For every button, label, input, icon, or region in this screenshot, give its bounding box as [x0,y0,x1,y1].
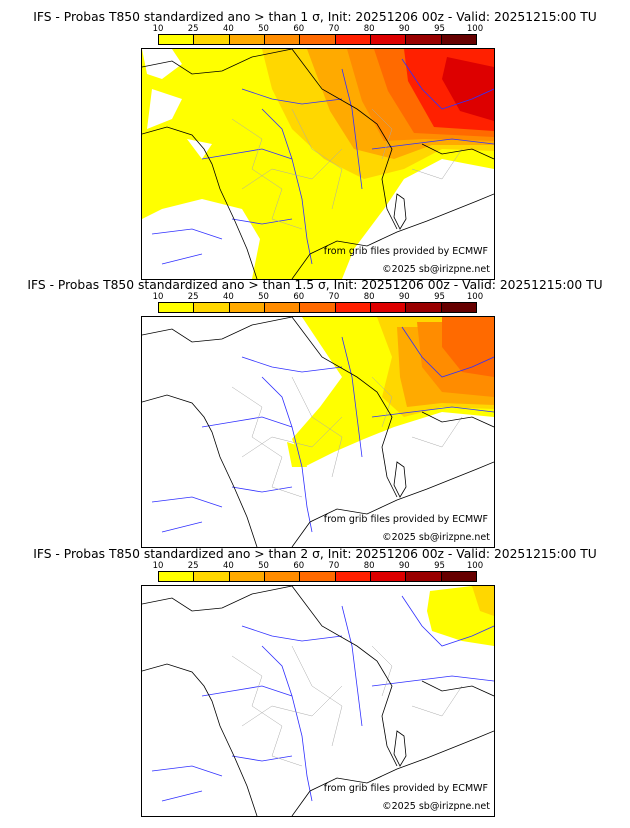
colorbar-swatch [229,572,265,581]
colorbar-swatch [406,303,442,312]
tick: 10 [152,24,164,34]
colorbar-swatch [406,572,442,581]
tick: 80 [363,24,375,34]
tick: 25 [187,561,199,571]
colorbar [158,571,477,582]
colorbar-swatch [300,303,336,312]
tick: 95 [434,561,445,571]
colorbar-swatch [159,35,195,44]
tick: 40 [222,561,234,571]
colorbar-swatch [264,572,301,581]
colorbar-swatch [441,35,476,44]
tick: 70 [328,24,340,34]
colorbar-swatch [194,303,230,312]
colorbar-swatch [194,35,230,44]
tick: 50 [258,292,269,302]
colorbar-swatch [441,572,476,581]
colorbar-swatch [335,303,371,312]
tick: 100 [466,561,484,571]
colorbar-swatch [194,572,230,581]
colorbar-swatch [159,572,195,581]
probability-map: from grib files provided by ECMWF ©2025 … [141,585,495,817]
colorbar-swatch [335,35,371,44]
source-credit: from grib files provided by ECMWF [323,514,488,525]
colorbar-swatch [370,303,407,312]
colorbar-swatch [159,303,195,312]
map-panel-1-5sigma: IFS - Probas T850 standardized ano > tha… [0,268,630,548]
colorbar [158,302,477,313]
panel-title: IFS - Probas T850 standardized ano > tha… [27,278,603,292]
tick: 10 [152,292,164,302]
colorbar-swatch [406,35,442,44]
tick: 100 [466,292,484,302]
colorbar-swatch [229,303,265,312]
probability-map: from grib files provided by ECMWF ©2025 … [141,48,495,280]
map-panel-2sigma: IFS - Probas T850 standardized ano > tha… [0,537,630,817]
tick: 50 [258,24,269,34]
tick: 70 [328,561,340,571]
source-credit: from grib files provided by ECMWF [323,246,488,257]
tick: 100 [466,24,484,34]
tick: 60 [293,561,305,571]
tick: 95 [434,292,445,302]
probability-map: from grib files provided by ECMWF ©2025 … [141,316,495,548]
colorbar-ticks: 10 25 40 50 60 70 80 90 95 100 [153,24,484,34]
tick: 25 [187,24,199,34]
tick: 60 [293,24,305,34]
colorbar-swatch [335,572,371,581]
colorbar [158,34,477,45]
tick: 90 [398,292,410,302]
panel-title: IFS - Probas T850 standardized ano > tha… [33,10,597,24]
tick: 40 [222,24,234,34]
colorbar-swatch [370,572,407,581]
copyright-credit: ©2025 sb@irizpne.net [382,801,490,812]
tick: 95 [434,24,445,34]
map-panel-1sigma: IFS - Probas T850 standardized ano > tha… [0,0,630,280]
tick: 60 [293,292,305,302]
tick: 10 [152,561,164,571]
source-credit: from grib files provided by ECMWF [323,783,488,794]
colorbar-swatch [229,35,265,44]
tick: 40 [222,292,234,302]
tick: 90 [398,561,410,571]
panel-title: IFS - Probas T850 standardized ano > tha… [33,547,597,561]
tick: 70 [328,292,340,302]
tick: 80 [363,292,375,302]
tick: 80 [363,561,375,571]
copyright-credit: ©2025 sb@irizpne.net [382,532,490,543]
colorbar-ticks: 10 25 40 50 60 70 80 90 95 100 [153,561,484,571]
copyright-credit: ©2025 sb@irizpne.net [382,264,490,275]
colorbar-ticks: 10 25 40 50 60 70 80 90 95 100 [153,292,484,302]
colorbar-swatch [264,303,301,312]
tick: 50 [258,561,269,571]
colorbar-swatch [300,35,336,44]
colorbar-swatch [370,35,407,44]
colorbar-swatch [300,572,336,581]
colorbar-swatch [264,35,301,44]
tick: 25 [187,292,199,302]
colorbar-swatch [441,303,476,312]
tick: 90 [398,24,410,34]
